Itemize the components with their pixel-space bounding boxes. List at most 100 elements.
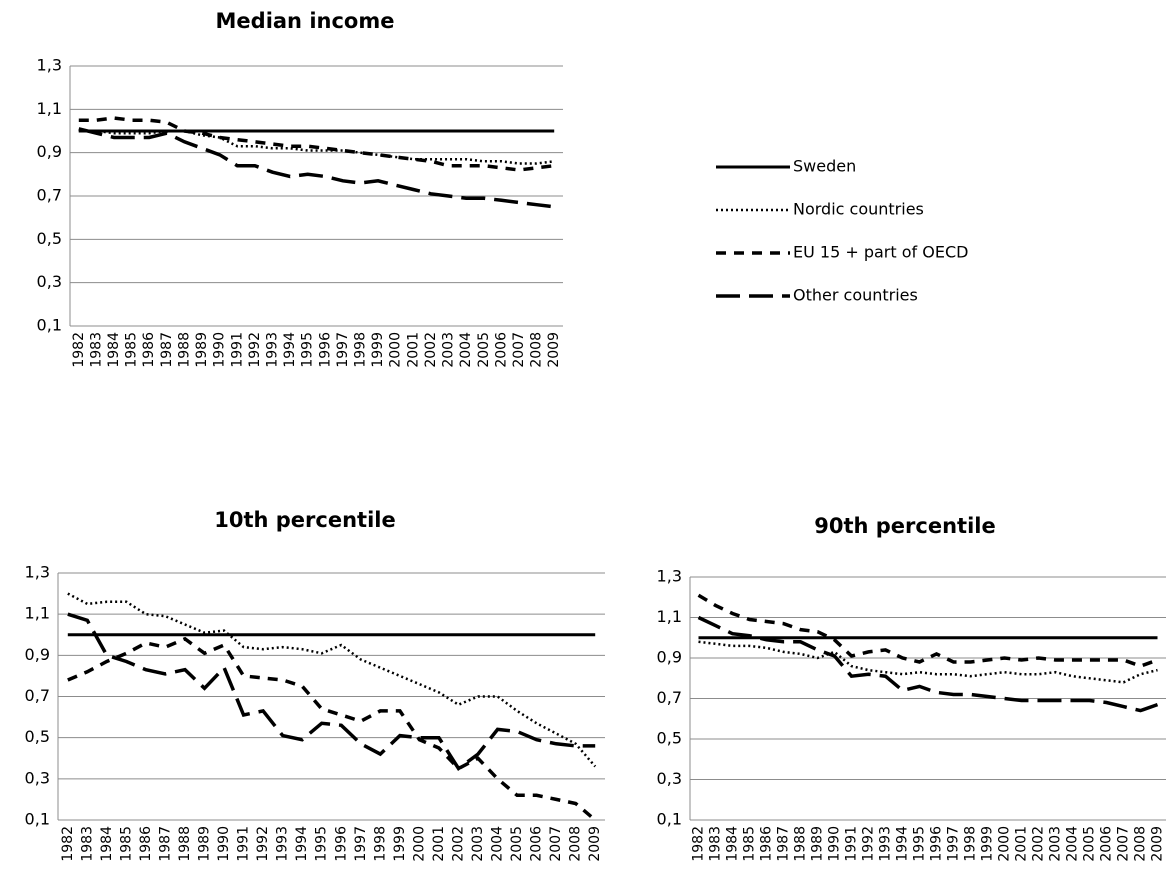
series-line — [697, 593, 1159, 668]
x-tick-label: 1994 — [294, 826, 310, 862]
x-tick-label: 1994 — [282, 332, 298, 368]
x-tick-label: 1991 — [229, 332, 245, 368]
x-tick-label: 2004 — [1065, 826, 1081, 862]
x-tick-label: 2008 — [1133, 826, 1149, 862]
x-tick-label: 1988 — [176, 332, 192, 368]
x-tick-label: 1982 — [691, 826, 707, 862]
series-line — [67, 592, 597, 768]
y-tick-label: 1,1 — [657, 607, 682, 626]
x-tick-label: 1987 — [776, 826, 792, 862]
y-tick-label: 0,9 — [25, 645, 50, 664]
x-tick-label: 1985 — [742, 826, 758, 862]
x-tick-label: 2002 — [423, 332, 439, 368]
y-tick-label: 0,1 — [25, 810, 50, 829]
y-tick-label: 0,5 — [657, 729, 682, 748]
y-tick-label: 0,3 — [37, 272, 62, 291]
x-tick-label: 1998 — [353, 332, 369, 368]
y-tick-label: 0,1 — [657, 810, 682, 829]
x-tick-label: 1996 — [333, 826, 349, 862]
x-tick-label: 1991 — [844, 826, 860, 862]
x-tick-label: 1983 — [88, 332, 104, 368]
x-tick-label: 1999 — [980, 826, 996, 862]
x-tick-label: 1999 — [370, 332, 386, 368]
y-tick-label: 1,3 — [25, 563, 50, 582]
x-tick-label: 1985 — [124, 332, 140, 368]
x-tick-label: 1995 — [912, 826, 928, 862]
x-tick-label: 2009 — [546, 332, 562, 368]
y-tick-label: 1,3 — [657, 567, 682, 586]
series-line — [78, 116, 555, 172]
x-tick-label: 1992 — [861, 826, 877, 862]
legend-label: Nordic countries — [793, 200, 924, 219]
x-tick-label: 1997 — [335, 332, 351, 368]
x-tick-label: 2003 — [1048, 826, 1064, 862]
x-tick-label: 1984 — [99, 826, 115, 862]
x-tick-label: 1999 — [392, 826, 408, 862]
x-tick-label: 2007 — [548, 826, 564, 862]
x-tick-label: 1984 — [725, 826, 741, 862]
x-tick-label: 1993 — [275, 826, 291, 862]
x-tick-label: 1986 — [759, 826, 775, 862]
x-tick-label: 1986 — [138, 826, 154, 862]
x-tick-label: 2006 — [529, 826, 545, 862]
x-tick-label: 2006 — [1099, 826, 1115, 862]
series-line — [698, 640, 1158, 684]
x-tick-label: 1982 — [71, 332, 87, 368]
x-tick-label: 2003 — [441, 332, 457, 368]
x-tick-label: 1997 — [946, 826, 962, 862]
x-tick-label: 1987 — [157, 826, 173, 862]
y-tick-label: 0,9 — [37, 142, 62, 161]
x-tick-label: 1990 — [216, 826, 232, 862]
series-line — [78, 127, 555, 209]
x-tick-label: 1996 — [317, 332, 333, 368]
x-tick-label: 2006 — [493, 332, 509, 368]
x-tick-label: 1988 — [177, 826, 193, 862]
x-tick-label: 2004 — [490, 826, 506, 862]
x-tick-label: 2001 — [431, 826, 447, 862]
chart-title: Median income — [216, 9, 395, 33]
y-tick-label: 0,7 — [25, 686, 50, 705]
x-tick-label: 2005 — [476, 332, 492, 368]
x-tick-label: 1994 — [895, 826, 911, 862]
x-tick-label: 2002 — [450, 826, 466, 862]
x-tick-label: 2000 — [388, 332, 404, 368]
legend-label: EU 15 + part of OECD — [793, 243, 968, 262]
x-tick-label: 1990 — [212, 332, 228, 368]
x-tick-label: 2005 — [1082, 826, 1098, 862]
x-tick-label: 2008 — [568, 826, 584, 862]
x-tick-label: 2008 — [529, 332, 545, 368]
x-tick-label: 1991 — [236, 826, 252, 862]
x-tick-label: 1992 — [255, 826, 271, 862]
y-tick-label: 1,1 — [37, 99, 62, 118]
x-tick-label: 1983 — [708, 826, 724, 862]
x-tick-label: 2007 — [511, 332, 527, 368]
x-tick-label: 2000 — [411, 826, 427, 862]
y-tick-label: 0,7 — [37, 186, 62, 205]
x-tick-label: 1990 — [827, 826, 843, 862]
chart-title: 10th percentile — [214, 508, 395, 532]
y-tick-label: 1,3 — [37, 56, 62, 75]
y-tick-label: 0,9 — [657, 648, 682, 667]
y-tick-label: 1,1 — [25, 604, 50, 623]
x-tick-label: 1989 — [810, 826, 826, 862]
x-tick-label: 2005 — [509, 826, 525, 862]
x-tick-label: 2004 — [458, 332, 474, 368]
y-tick-label: 0,1 — [37, 316, 62, 335]
x-tick-label: 2002 — [1031, 826, 1047, 862]
chart-title: 90th percentile — [814, 514, 995, 538]
y-tick-label: 0,7 — [657, 688, 682, 707]
x-tick-label: 1995 — [300, 332, 316, 368]
x-tick-label: 1993 — [264, 332, 280, 368]
x-tick-label: 1985 — [118, 826, 134, 862]
x-tick-label: 1982 — [60, 826, 76, 862]
x-tick-label: 2003 — [470, 826, 486, 862]
x-tick-label: 1996 — [929, 826, 945, 862]
series-line — [67, 612, 596, 772]
x-tick-label: 1997 — [353, 826, 369, 862]
legend-label: Other countries — [793, 286, 918, 305]
x-tick-label: 1998 — [372, 826, 388, 862]
x-tick-label: 1989 — [197, 826, 213, 862]
series-line — [67, 636, 597, 822]
x-tick-label: 1995 — [314, 826, 330, 862]
x-tick-label: 2001 — [1014, 826, 1030, 862]
